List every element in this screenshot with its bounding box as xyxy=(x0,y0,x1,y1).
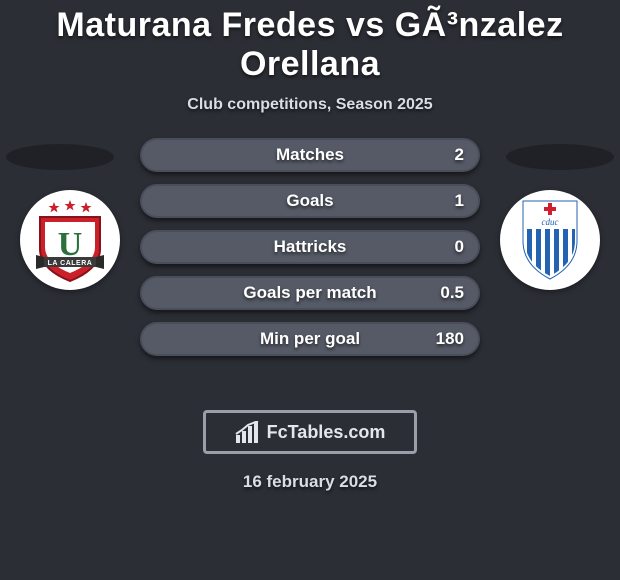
page-title: Maturana Fredes vs GÃ³nzalez Orellana xyxy=(0,0,620,84)
stats-area: U LA CALERA cduc xyxy=(0,138,620,388)
stat-row: Hattricks 0 xyxy=(140,230,480,264)
stat-label: Matches xyxy=(276,145,344,165)
subtitle: Club competitions, Season 2025 xyxy=(0,96,620,114)
brand-box: FcTables.com xyxy=(203,410,417,454)
stat-value-right: 0.5 xyxy=(440,283,464,303)
stat-row: Goals per match 0.5 xyxy=(140,276,480,310)
svg-text:LA CALERA: LA CALERA xyxy=(48,260,93,267)
stat-value-right: 2 xyxy=(455,145,464,165)
stat-value-right: 0 xyxy=(455,237,464,257)
club-logo-left: U LA CALERA xyxy=(30,197,110,283)
stat-row: Min per goal 180 xyxy=(140,322,480,356)
stat-label: Min per goal xyxy=(260,329,360,349)
club-badge-right: cduc xyxy=(500,190,600,290)
stat-value-right: 1 xyxy=(455,191,464,211)
stat-label: Goals xyxy=(286,191,333,211)
chart-icon xyxy=(235,421,261,443)
stat-row: Matches 2 xyxy=(140,138,480,172)
stat-rows: Matches 2 Goals 1 Hattricks 0 Goals per … xyxy=(140,138,480,368)
shadow-ellipse-left xyxy=(6,144,114,170)
shadow-ellipse-right xyxy=(506,144,614,170)
svg-text:cduc: cduc xyxy=(542,217,559,227)
stat-label: Goals per match xyxy=(243,283,376,303)
club-logo-right: cduc xyxy=(515,197,585,283)
date-text: 16 february 2025 xyxy=(0,472,620,492)
stat-row: Goals 1 xyxy=(140,184,480,218)
brand-text: FcTables.com xyxy=(267,422,386,443)
stat-label: Hattricks xyxy=(274,237,347,257)
club-badge-left: U LA CALERA xyxy=(20,190,120,290)
stat-value-right: 180 xyxy=(436,329,464,349)
